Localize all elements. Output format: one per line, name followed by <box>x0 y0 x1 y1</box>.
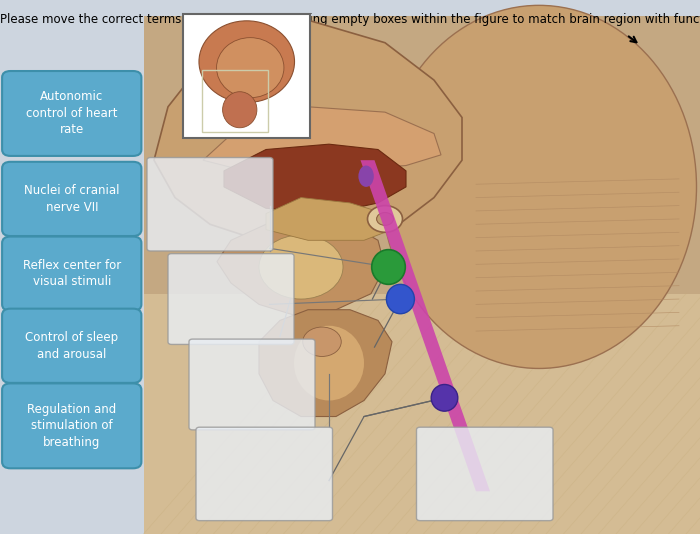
Ellipse shape <box>216 37 284 98</box>
FancyBboxPatch shape <box>196 427 332 521</box>
FancyBboxPatch shape <box>2 309 141 383</box>
Polygon shape <box>224 144 406 214</box>
FancyBboxPatch shape <box>2 162 141 236</box>
FancyBboxPatch shape <box>147 158 273 251</box>
Polygon shape <box>360 160 490 491</box>
FancyBboxPatch shape <box>144 16 700 534</box>
FancyBboxPatch shape <box>2 237 141 311</box>
Ellipse shape <box>386 284 414 314</box>
Text: Nuclei of cranial
nerve VII: Nuclei of cranial nerve VII <box>24 184 120 214</box>
FancyBboxPatch shape <box>2 383 141 468</box>
FancyBboxPatch shape <box>144 294 700 534</box>
Circle shape <box>377 213 393 225</box>
Ellipse shape <box>358 166 374 187</box>
FancyBboxPatch shape <box>183 14 310 138</box>
Polygon shape <box>259 310 392 417</box>
Polygon shape <box>217 214 385 315</box>
Polygon shape <box>266 198 392 240</box>
Ellipse shape <box>382 5 696 368</box>
FancyBboxPatch shape <box>2 71 141 156</box>
Text: Autonomic
control of heart
rate: Autonomic control of heart rate <box>26 90 118 137</box>
Ellipse shape <box>294 326 364 400</box>
Ellipse shape <box>302 327 342 357</box>
FancyBboxPatch shape <box>416 427 553 521</box>
Ellipse shape <box>199 21 295 103</box>
Polygon shape <box>203 107 441 171</box>
Text: Regulation and
stimulation of
breathing: Regulation and stimulation of breathing <box>27 403 116 449</box>
Ellipse shape <box>223 92 257 128</box>
Ellipse shape <box>372 249 405 284</box>
Polygon shape <box>154 16 462 246</box>
Text: Please move the correct terms into their corresponding empty boxes within the fi: Please move the correct terms into their… <box>0 13 700 26</box>
Ellipse shape <box>431 384 458 411</box>
FancyBboxPatch shape <box>189 339 315 430</box>
Text: Control of sleep
and arousal: Control of sleep and arousal <box>25 331 118 360</box>
Circle shape <box>368 206 402 232</box>
Text: Reflex center for
visual stimuli: Reflex center for visual stimuli <box>22 259 121 288</box>
FancyBboxPatch shape <box>168 254 294 344</box>
Ellipse shape <box>259 235 343 299</box>
